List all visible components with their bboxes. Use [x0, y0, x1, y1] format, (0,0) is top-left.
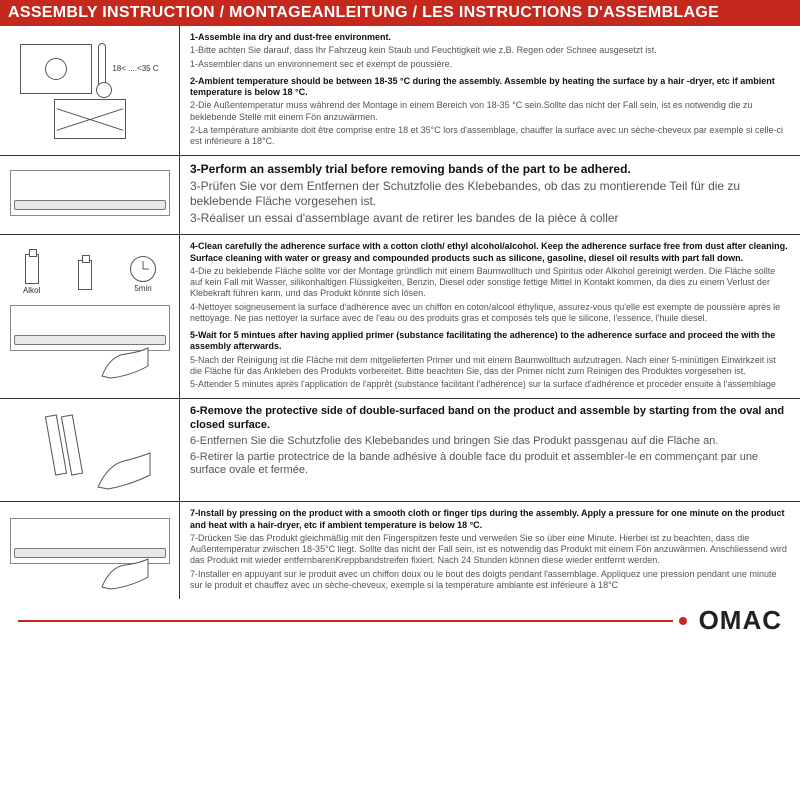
step-6-text: 6-Remove the protective side of double-s… — [180, 399, 800, 501]
step1-de2: 2-Die Außentemperatur muss während der M… — [190, 100, 790, 123]
step-4-5: Alkol 5min 4-Clean carefully the adheren… — [0, 235, 800, 399]
wipe-surface-icon — [10, 299, 170, 379]
logo-dot-icon — [679, 617, 687, 625]
step6-fr: 6-Retirer la partie protectrice de la ba… — [190, 451, 790, 479]
step4-en4: 4-Clean carefully the adherence surface … — [190, 241, 790, 264]
hand-wipe-icon — [100, 346, 150, 380]
timer-label: 5min — [134, 284, 151, 293]
footer-logo-row: OMAC — [0, 599, 800, 640]
temperature-range-label: 18< ....<35 C — [112, 64, 158, 73]
step-7-text: 7-Install by pressing on the product wit… — [180, 502, 800, 599]
sun-icon — [45, 58, 67, 80]
steps-container: 18< ....<35 C 1-Assemble ina dry and dus… — [0, 26, 800, 599]
step-1-2: 18< ....<35 C 1-Assemble ina dry and dus… — [0, 26, 800, 156]
step7-de: 7-Drücken Sie das Produkt gleichmäßig mi… — [190, 533, 790, 567]
primer-bottle-icon — [78, 260, 92, 290]
step3-de: 3-Prüfen Sie vor dem Entfernen der Schut… — [190, 179, 790, 209]
hand-press-icon — [100, 557, 150, 591]
page-title: ASSEMBLY INSTRUCTION / MONTAGEANLEITUNG … — [0, 0, 800, 26]
step6-en: 6-Remove the protective side of double-s… — [190, 405, 790, 433]
step7-fr: 7-Installer en appuyant sur le produit a… — [190, 569, 790, 592]
step-7-illustration — [0, 502, 180, 599]
step4-fr4: 4-Nettoyer soigneusement la surface d'ad… — [190, 302, 790, 325]
peel-tape-icon — [10, 405, 170, 495]
step1-en1: 1-Assemble ina dry and dust-free environ… — [190, 32, 790, 43]
step4-en5: 5-Wait for 5 mintues after having applie… — [190, 330, 790, 353]
step-6-illustration — [0, 399, 180, 501]
step1-fr1: 1-Assembler dans un environnement sec et… — [190, 59, 790, 70]
alcohol-bottle-icon — [25, 254, 39, 284]
step1-de1: 1-Bitte achten Sie darauf, dass Ihr Fahr… — [190, 45, 790, 56]
step-6: 6-Remove the protective side of double-s… — [0, 399, 800, 502]
thermometer-icon — [98, 43, 106, 95]
step7-en: 7-Install by pressing on the product wit… — [190, 508, 790, 531]
step6-de: 6-Entfernen Sie die Schutzfolie des Kleb… — [190, 435, 790, 449]
step-1-illustration: 18< ....<35 C — [0, 26, 180, 155]
alcohol-label: Alkol — [23, 286, 40, 295]
step-1-text: 1-Assemble ina dry and dust-free environ… — [180, 26, 800, 155]
step-3-illustration — [0, 156, 180, 234]
step-4-illustration: Alkol 5min — [0, 235, 180, 398]
brand-logo: OMAC — [699, 605, 782, 636]
no-moisture-icon — [54, 99, 126, 139]
step4-de5: 5-Nach der Reinigung ist die Fläche mit … — [190, 355, 790, 378]
clock-icon — [130, 256, 156, 282]
step3-fr: 3-Réaliser un essai d'assemblage avant d… — [190, 211, 790, 226]
trial-fit-icon — [10, 164, 170, 226]
step-3-text: 3-Perform an assembly trial before remov… — [180, 156, 800, 234]
step4-de4: 4-Die zu beklebende Fläche sollte vor de… — [190, 266, 790, 300]
sun-box-icon — [20, 44, 92, 94]
step4-fr5: 5-Attender 5 minutes après l'application… — [190, 379, 790, 390]
step1-en2: 2-Ambient temperature should be between … — [190, 76, 790, 99]
step-7: 7-Install by pressing on the product wit… — [0, 502, 800, 599]
logo-divider-line — [18, 620, 673, 622]
step3-en: 3-Perform an assembly trial before remov… — [190, 162, 790, 177]
step1-fr2: 2-La température ambiante doit être comp… — [190, 125, 790, 148]
hand-peel-icon — [94, 451, 154, 491]
step-4-text: 4-Clean carefully the adherence surface … — [180, 235, 800, 398]
press-surface-icon — [10, 512, 170, 590]
step-3: 3-Perform an assembly trial before remov… — [0, 156, 800, 235]
